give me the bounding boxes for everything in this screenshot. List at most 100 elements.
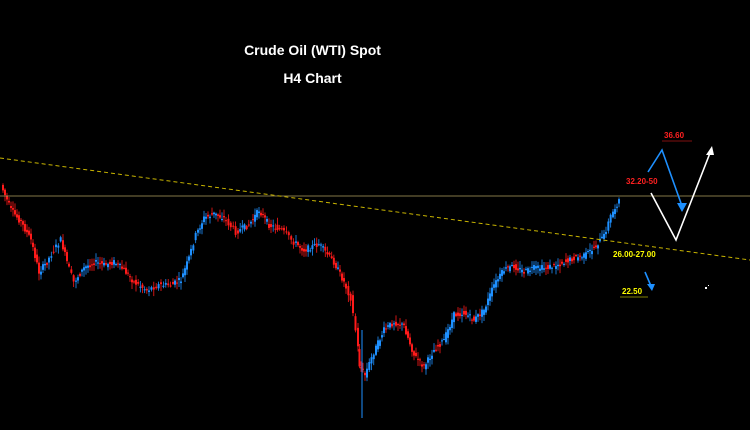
candle-body xyxy=(274,228,277,230)
candle-body xyxy=(101,261,103,264)
candle-body xyxy=(385,328,387,330)
candle-body xyxy=(309,250,312,252)
candle-body xyxy=(317,244,320,246)
candle-body xyxy=(372,354,375,360)
candle-body xyxy=(133,281,135,283)
candle-body xyxy=(561,261,563,264)
candle-body xyxy=(583,253,585,258)
candle-body xyxy=(211,213,213,215)
candle-body xyxy=(252,219,254,221)
candle-body xyxy=(182,273,184,278)
candle-body xyxy=(315,243,318,247)
candle-body xyxy=(95,260,97,262)
chart-title: Crude Oil (WTI) Spot xyxy=(244,42,381,58)
candle-body xyxy=(395,321,397,326)
candle-body xyxy=(109,261,111,265)
candle-body xyxy=(137,281,140,284)
candle-body xyxy=(245,226,248,230)
candle-body xyxy=(79,273,81,276)
candle-body xyxy=(337,267,339,269)
candle-body xyxy=(383,327,385,334)
candle-body xyxy=(38,262,40,274)
candle-body xyxy=(32,242,34,247)
candle-body xyxy=(229,222,232,228)
candle-body xyxy=(437,345,439,347)
candle-body xyxy=(307,245,310,253)
candle-body xyxy=(237,230,239,234)
candle-body xyxy=(81,269,83,272)
candle-body xyxy=(52,251,55,253)
candle-body xyxy=(364,372,366,376)
candle-body xyxy=(357,327,359,347)
candle-body xyxy=(366,368,368,378)
candle-body xyxy=(119,263,121,265)
candle-body xyxy=(48,257,50,263)
candle-body xyxy=(441,340,443,342)
candle-body xyxy=(505,267,507,269)
candle-body xyxy=(523,271,525,274)
candle-body xyxy=(254,214,256,222)
candle-body xyxy=(443,339,445,341)
candle-body xyxy=(190,248,192,256)
candle-body xyxy=(157,284,160,289)
candle-body xyxy=(387,325,389,327)
candle-body xyxy=(167,283,170,286)
candle-body xyxy=(618,199,620,204)
candle-body xyxy=(445,332,447,343)
candle-body xyxy=(557,264,559,267)
candle-body xyxy=(121,266,123,269)
candle-body xyxy=(44,263,46,266)
candle-body xyxy=(425,364,427,370)
candle-body xyxy=(539,268,541,271)
candle-body xyxy=(258,211,260,214)
candle-body xyxy=(463,310,465,315)
candle-body xyxy=(405,326,407,335)
candle-body xyxy=(290,236,293,240)
candle-body xyxy=(2,184,4,191)
candle-body xyxy=(105,263,107,265)
candle-body xyxy=(597,245,599,249)
candle-body xyxy=(612,211,614,218)
candle-body xyxy=(141,284,144,288)
candle-body xyxy=(439,344,441,347)
candle-body xyxy=(313,243,316,245)
candle-body xyxy=(20,219,22,221)
candle-body xyxy=(541,265,543,270)
candle-body xyxy=(493,284,495,288)
candle-body xyxy=(465,310,467,315)
white-dot-mark-2 xyxy=(708,285,709,286)
candle-body xyxy=(221,218,223,220)
candle-body xyxy=(201,223,203,229)
candle-body xyxy=(595,245,597,248)
candle-body xyxy=(591,251,593,255)
candle-body xyxy=(417,358,419,360)
candle-body xyxy=(603,233,605,239)
candle-body xyxy=(107,263,109,268)
candle-body xyxy=(234,226,237,235)
candle-body xyxy=(180,281,182,284)
candle-body xyxy=(127,272,129,274)
candle-body xyxy=(93,263,95,265)
candle-body xyxy=(549,264,551,269)
candle-body xyxy=(12,208,14,210)
candle-body xyxy=(91,264,93,266)
candle-body xyxy=(535,266,537,269)
candle-body xyxy=(341,273,343,281)
candle-body xyxy=(16,214,18,218)
candle-body xyxy=(579,255,581,257)
candle-body xyxy=(477,314,479,317)
candle-body xyxy=(551,267,553,269)
candle-body xyxy=(433,350,435,352)
candle-body xyxy=(607,221,610,231)
candle-body xyxy=(585,252,587,259)
candle-body xyxy=(521,269,523,273)
candle-body xyxy=(377,340,379,350)
candle-body xyxy=(250,221,252,224)
candle-body xyxy=(197,229,199,233)
candle-body xyxy=(553,264,555,266)
candle-body xyxy=(266,219,268,222)
candle-body xyxy=(419,359,421,361)
candle-body xyxy=(207,214,209,217)
candle-body xyxy=(326,252,329,255)
